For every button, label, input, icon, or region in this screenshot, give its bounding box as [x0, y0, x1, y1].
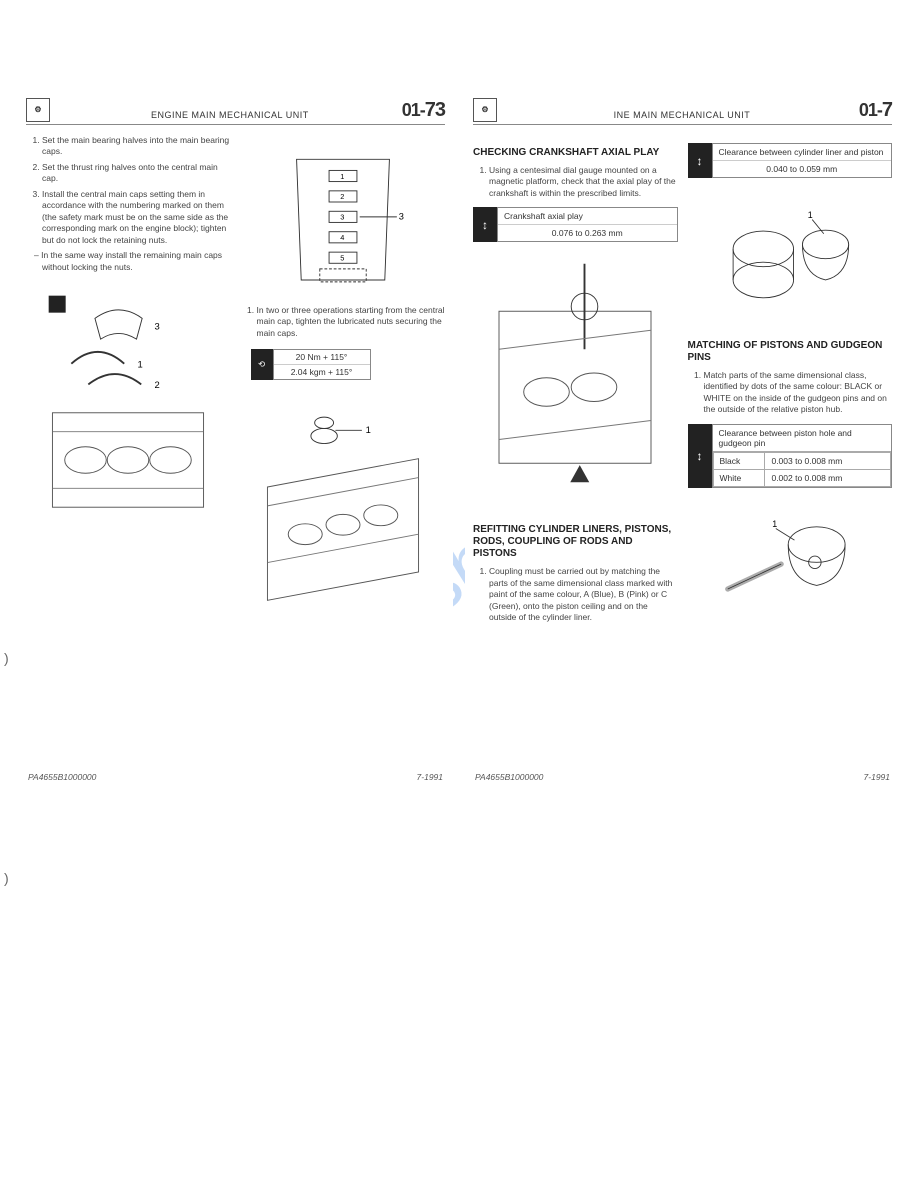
page-num-prefix: 01-	[402, 100, 425, 120]
step-item: Match parts of the same dimensional clas…	[704, 370, 893, 416]
svg-text:1: 1	[365, 425, 370, 436]
spec-label: Clearance between cylinder liner and pis…	[713, 144, 892, 161]
torque-spec: ⟲ 20 Nm + 115° 2.04 kgm + 115°	[251, 349, 371, 380]
page-spread: ⚙ ENGINE MAIN MECHANICAL UNIT 01-73 Set …	[0, 0, 918, 820]
spec-liner-clearance: ↕ Clearance between cylinder liner and p…	[688, 143, 893, 178]
page-number: 01-7	[859, 99, 892, 122]
svg-text:3: 3	[398, 212, 403, 222]
figure-engine-block: 1	[241, 390, 446, 620]
page-number: 01-73	[402, 99, 445, 122]
header-title: INE MAIN MECHANICAL UNIT	[505, 110, 859, 122]
svg-text:1: 1	[138, 360, 143, 371]
svg-text:4: 4	[340, 233, 344, 242]
spec-axial-play: ↕ Crankshaft axial play 0.076 to 0.263 m…	[473, 207, 678, 242]
margin-mark: )	[4, 650, 9, 666]
step-item: Coupling must be carried out by matching…	[489, 566, 678, 623]
torque-value: 20 Nm + 115°	[274, 350, 370, 365]
header-title: ENGINE MAIN MECHANICAL UNIT	[58, 110, 402, 122]
page-header: ⚙ ENGINE MAIN MECHANICAL UNIT 01-73	[26, 98, 445, 125]
left-column: CHECKING CRANKSHAFT AXIAL PLAY Using a c…	[473, 135, 678, 628]
spec-value: 0.003 to 0.008 mm	[765, 452, 891, 469]
spec-icon: ↕	[688, 143, 712, 178]
page-footer: PA4655B1000000 7-1991	[475, 772, 890, 782]
footer-doc-id: PA4655B1000000	[475, 772, 543, 782]
figure-piston-pin: 1	[688, 498, 893, 618]
torque-icon: ⟲	[251, 349, 273, 380]
spec-icon: ↕	[688, 424, 712, 488]
svg-text:5: 5	[340, 254, 344, 263]
margin-mark: )	[4, 870, 9, 886]
footer-date: 7-1991	[417, 772, 443, 782]
spec-key: White	[713, 469, 765, 486]
step-item: Set the thrust ring halves onto the cent…	[42, 162, 231, 185]
svg-text:1: 1	[808, 210, 813, 220]
section-title: REFITTING CYLINDER LINERS, PISTONS, RODS…	[473, 524, 678, 560]
page-num-value: 73	[425, 99, 445, 121]
figure-bearing-caps: 3 1 2	[26, 283, 231, 543]
spec-key: Black	[713, 452, 765, 469]
step-list: Set the main bearing halves into the mai…	[26, 135, 231, 246]
brand-logo: ⚙	[473, 98, 497, 122]
left-column: Set the main bearing halves into the mai…	[26, 135, 231, 630]
left-page: ⚙ ENGINE MAIN MECHANICAL UNIT 01-73 Set …	[18, 90, 453, 790]
torque-value: 2.04 kgm + 115°	[274, 365, 370, 379]
step-list: Using a centesimal dial gauge mounted on…	[473, 165, 678, 199]
spec-label: Clearance between piston hole and gudgeo…	[713, 425, 892, 452]
step-item: In two or three operations starting from…	[257, 305, 446, 339]
step-item: Using a centesimal dial gauge mounted on…	[489, 165, 678, 199]
footer-doc-id: PA4655B1000000	[28, 772, 96, 782]
svg-text:3: 3	[340, 213, 344, 222]
figure-liner-piston: 1	[688, 188, 893, 328]
spec-label: Crankshaft axial play	[498, 208, 677, 225]
svg-text:1: 1	[340, 172, 344, 181]
svg-text:3: 3	[155, 322, 160, 333]
step-item-dash: – In the same way install the remaining …	[26, 250, 231, 273]
page-num-prefix: 01-	[859, 100, 882, 120]
step-list: Match parts of the same dimensional clas…	[688, 370, 893, 416]
step-list: In two or three operations starting from…	[241, 305, 446, 339]
section-title: MATCHING OF PISTONS AND GUDGEON PINS	[688, 340, 893, 364]
spec-icon: ↕	[473, 207, 497, 242]
svg-text:2: 2	[155, 381, 160, 392]
spec-gudgeon-clearance: ↕ Clearance between piston hole and gudg…	[688, 424, 893, 488]
spec-value: 0.002 to 0.008 mm	[765, 469, 891, 486]
figure-cap-sequence: 1 2 3 4 5 3	[241, 145, 446, 295]
right-page: ⚙ INE MAIN MECHANICAL UNIT 01-7 CHECKING…	[465, 90, 900, 790]
step-list: Coupling must be carried out by matching…	[473, 566, 678, 623]
svg-text:2: 2	[340, 193, 344, 202]
right-column: ↕ Clearance between cylinder liner and p…	[688, 135, 893, 628]
page-footer: PA4655B1000000 7-1991	[28, 772, 443, 782]
step-item: Set the main bearing halves into the mai…	[42, 135, 231, 158]
brand-logo: ⚙	[26, 98, 50, 122]
svg-text:1: 1	[772, 519, 777, 529]
right-column: 1 2 3 4 5 3 In two or three operations s…	[241, 135, 446, 630]
step-item: Install the central main caps setting th…	[42, 189, 231, 246]
figure-crankshaft-gauge	[473, 252, 678, 512]
page-header: ⚙ INE MAIN MECHANICAL UNIT 01-7	[473, 98, 892, 125]
spec-value: 0.076 to 0.263 mm	[498, 225, 677, 241]
page-num-value: 7	[882, 99, 892, 121]
footer-date: 7-1991	[864, 772, 890, 782]
spec-value: 0.040 to 0.059 mm	[713, 161, 892, 177]
section-title: CHECKING CRANKSHAFT AXIAL PLAY	[473, 147, 678, 159]
